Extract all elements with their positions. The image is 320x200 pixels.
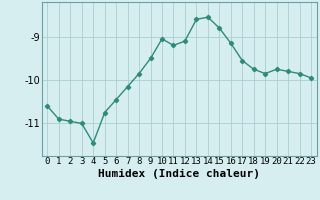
X-axis label: Humidex (Indice chaleur): Humidex (Indice chaleur) — [98, 169, 260, 179]
